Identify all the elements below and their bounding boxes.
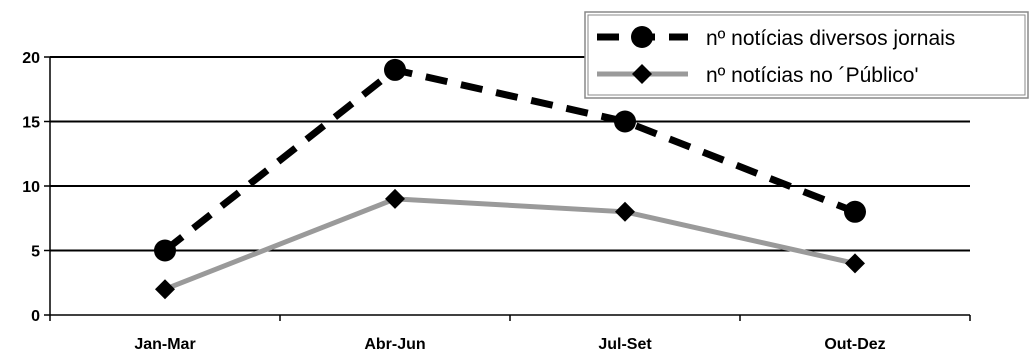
legend: nº notícias diversos jornais nº notícias … [584,11,1029,99]
y-tick-label: 5 [31,244,40,261]
x-tick-label: Out-Dez [824,336,885,353]
series-line-1 [164,196,856,292]
data-point-1-0 [155,279,175,300]
y-tick-label: 20 [22,50,40,67]
series-0 [154,58,866,262]
legend-box-inner [587,14,1026,96]
data-point-1-2 [615,201,635,222]
y-tick-label: 10 [22,179,40,196]
series-line-0 [162,66,857,254]
data-point-1-1 [385,188,405,209]
legend-label-1: nº notícias no ´Público' [706,64,918,87]
series-1 [155,188,865,300]
y-tick-label: 15 [22,115,40,132]
data-point-0-2 [614,110,636,133]
data-point-0-0 [154,239,176,262]
y-tick-label: 0 [31,308,40,325]
legend-marker-1 [632,64,652,84]
series-layer [154,58,866,300]
legend-marker-0 [631,26,653,48]
x-axis-ticks: Jan-Mar Abr-Jun Jul-Set Out-Dez [49,315,971,353]
x-tick-label: Jul-Set [598,336,652,353]
x-tick-label: Abr-Jun [364,336,425,353]
data-point-1-3 [845,253,865,274]
y-axis-ticks: 0 5 10 15 20 [22,50,50,325]
x-tick-label: Jan-Mar [134,336,195,353]
data-point-0-1 [384,58,406,81]
legend-box [584,11,1029,99]
legend-label-0: nº notícias diversos jornais [706,27,955,50]
data-point-0-3 [844,200,866,223]
